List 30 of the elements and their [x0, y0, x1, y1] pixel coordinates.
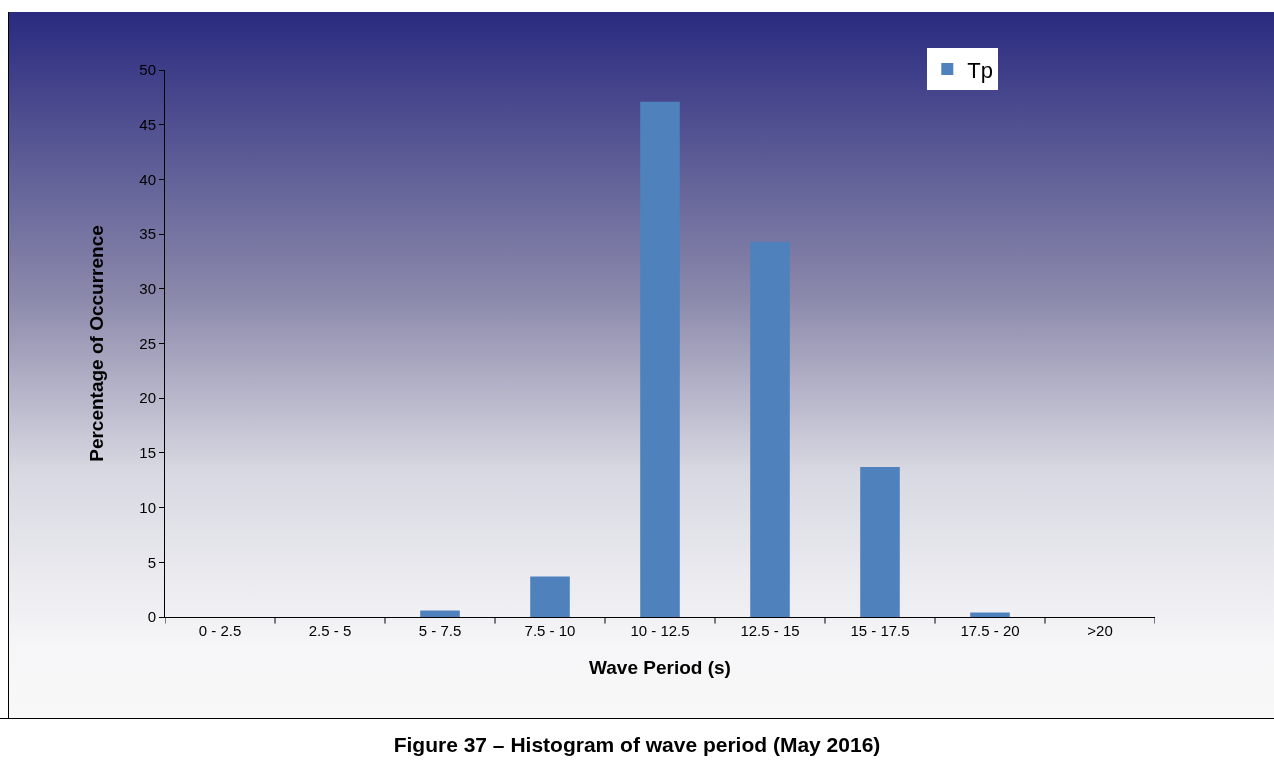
- text: Figure 37 – Histogram of wave period (May 2016): [0, 718, 1274, 769]
- y-tick-label: 50: [139, 61, 156, 79]
- bar: [530, 576, 570, 617]
- bar: [750, 241, 790, 617]
- y-tick-label: 15: [139, 444, 156, 462]
- x-tick-label: 2.5 - 5: [308, 622, 352, 639]
- y-tick-label: 30: [139, 280, 156, 298]
- x-tick-label: 10 - 12.5: [630, 622, 690, 639]
- bar: [420, 610, 460, 617]
- x-tick-label: 15 - 17.5: [850, 622, 910, 639]
- x-tick-label: 5 - 7.5: [418, 622, 462, 639]
- bar: [970, 612, 1010, 617]
- x-tick-label: 17.5 - 20: [960, 622, 1020, 639]
- x-tick-label: >20: [1087, 622, 1113, 639]
- bar: [640, 101, 680, 617]
- x-axis-title: Wave Period (s): [589, 656, 731, 678]
- y-tick-label: 40: [139, 170, 156, 188]
- y-axis-title: Percentage of Occurrence: [86, 225, 108, 462]
- y-tick-label: 25: [139, 334, 156, 352]
- x-tick-label: 7.5 - 10: [524, 622, 576, 639]
- y-tick-label: 10: [139, 498, 156, 516]
- y-tick-label: 0: [147, 608, 156, 626]
- x-tick-label: 12.5 - 15: [740, 622, 800, 639]
- y-tick-label: 20: [139, 389, 156, 407]
- x-tick-label: 0 - 2.5: [198, 622, 242, 639]
- y-tick-label: 45: [139, 115, 156, 133]
- y-tick-label: 35: [139, 225, 156, 243]
- bar: [860, 467, 900, 617]
- y-tick-label: 5: [147, 553, 156, 571]
- legend-label: Tp: [967, 57, 993, 83]
